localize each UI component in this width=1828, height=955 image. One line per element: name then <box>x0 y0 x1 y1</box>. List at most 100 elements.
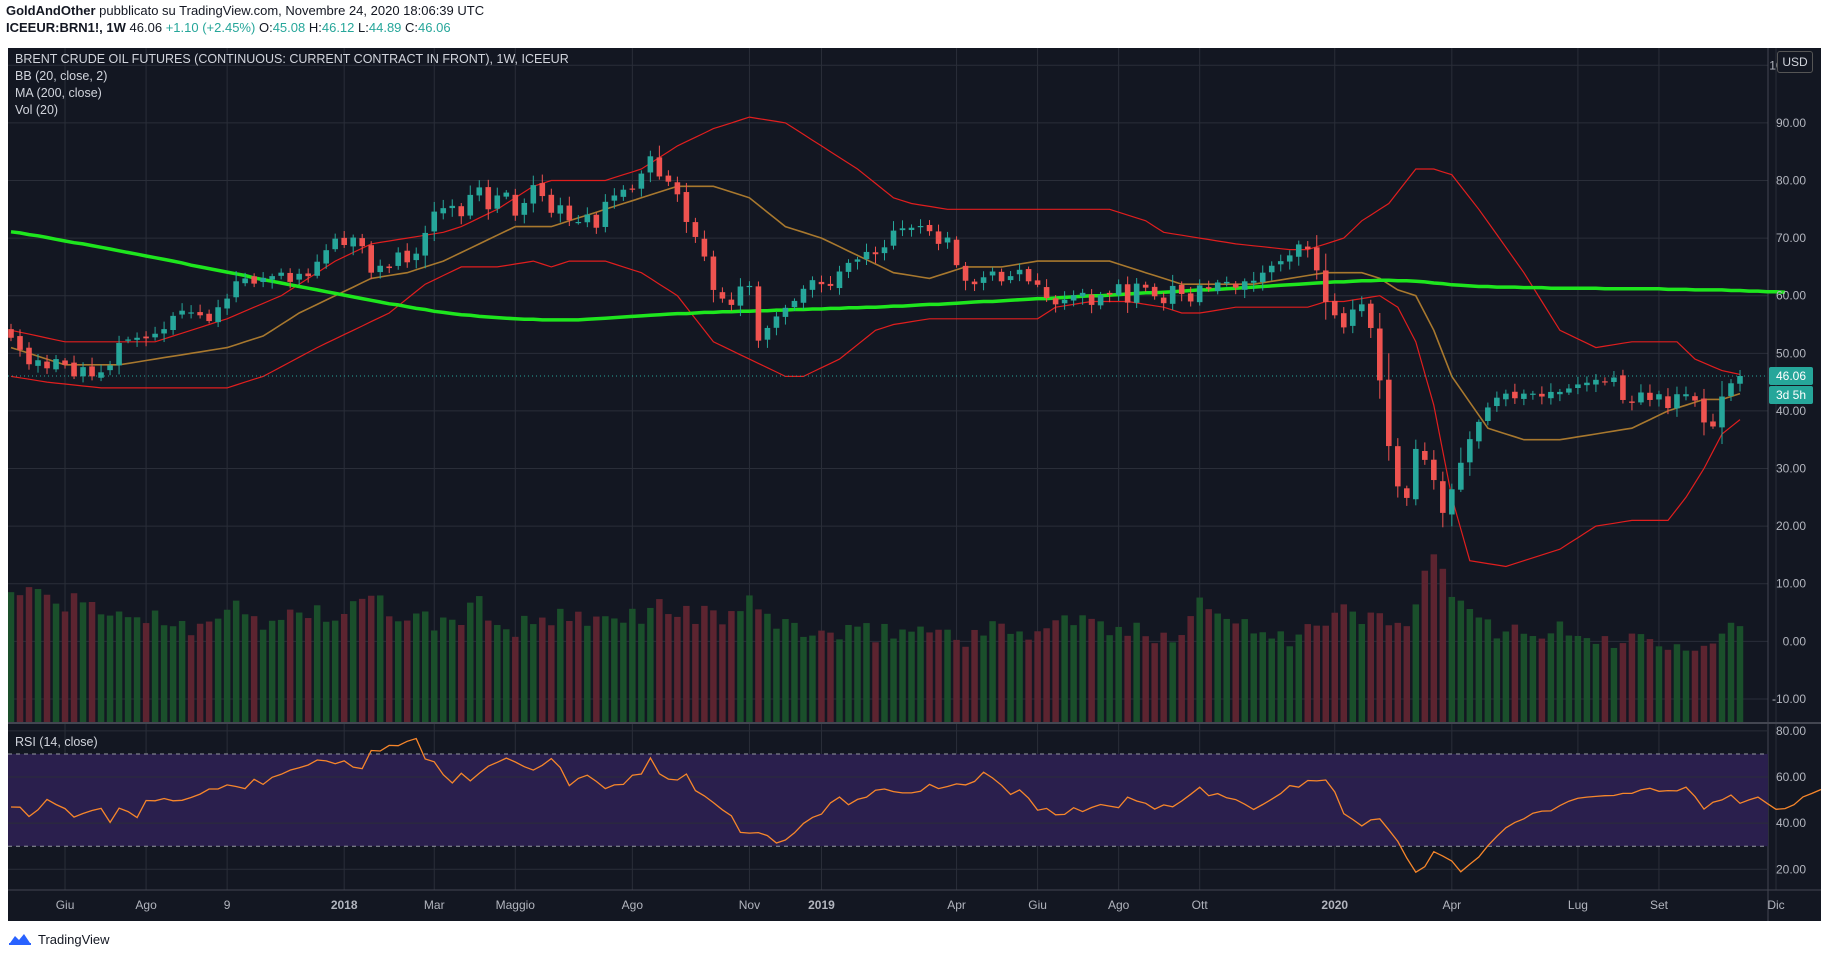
candle-body[interactable] <box>1187 293 1194 302</box>
candle-body[interactable] <box>1250 280 1257 283</box>
candle-body[interactable] <box>368 245 374 273</box>
candle-body[interactable] <box>1386 379 1392 447</box>
candle-body[interactable] <box>710 256 717 290</box>
candle-body[interactable] <box>1349 309 1356 326</box>
candle-body[interactable] <box>260 277 266 283</box>
candle-body[interactable] <box>314 261 320 276</box>
candle-body[interactable] <box>404 250 411 263</box>
candle-body[interactable] <box>782 307 789 317</box>
candle-body[interactable] <box>197 312 203 316</box>
candle-body[interactable] <box>1647 392 1653 400</box>
candle-body[interactable] <box>278 272 284 276</box>
candle-body[interactable] <box>1331 300 1338 316</box>
candle-body[interactable] <box>1512 391 1518 399</box>
candle-body[interactable] <box>845 262 852 272</box>
candle-body[interactable] <box>1196 285 1203 303</box>
candle-body[interactable] <box>1061 299 1068 304</box>
candle-body[interactable] <box>1151 286 1158 297</box>
candle-body[interactable] <box>1079 292 1086 297</box>
candle-body[interactable] <box>701 238 708 257</box>
candle-body[interactable] <box>1584 382 1590 386</box>
candle-body[interactable] <box>287 272 293 282</box>
candle-body[interactable] <box>224 298 230 309</box>
candle-body[interactable] <box>179 310 185 315</box>
candle-body[interactable] <box>620 189 627 197</box>
candle-body[interactable] <box>1322 270 1329 303</box>
candle-body[interactable] <box>1737 376 1743 384</box>
candle-body[interactable] <box>152 333 158 338</box>
candle-body[interactable] <box>215 307 221 323</box>
candle-body[interactable] <box>1169 285 1176 304</box>
candle-body[interactable] <box>1638 392 1644 403</box>
candle-body[interactable] <box>944 237 951 243</box>
candle-body[interactable] <box>125 339 131 341</box>
currency-button[interactable]: USD <box>1777 51 1813 73</box>
candle-body[interactable] <box>503 192 510 197</box>
candle-body[interactable] <box>539 183 546 197</box>
candle-body[interactable] <box>854 259 861 262</box>
candle-body[interactable] <box>1629 401 1635 403</box>
candle-body[interactable] <box>296 273 302 280</box>
candle-body[interactable] <box>656 157 663 177</box>
legend-vol[interactable]: Vol (20) <box>15 103 59 117</box>
candle-body[interactable] <box>908 227 915 231</box>
candle-body[interactable] <box>1692 396 1698 401</box>
candle-body[interactable] <box>1178 284 1185 294</box>
candle-body[interactable] <box>413 253 420 261</box>
tradingview-brand[interactable]: TradingView <box>38 931 110 947</box>
candle-body[interactable] <box>170 315 176 330</box>
candle-body[interactable] <box>719 292 726 299</box>
candle-body[interactable] <box>890 230 897 246</box>
candle-body[interactable] <box>134 337 140 340</box>
candle-body[interactable] <box>35 360 41 366</box>
candle-body[interactable] <box>962 265 969 281</box>
candle-body[interactable] <box>728 299 735 305</box>
candle-body[interactable] <box>1575 384 1581 389</box>
legend-rsi[interactable]: RSI (14, close) <box>15 735 98 749</box>
candle-body[interactable] <box>98 372 104 378</box>
candle-body[interactable] <box>1557 391 1563 395</box>
candle-body[interactable] <box>1593 379 1599 385</box>
candle-body[interactable] <box>476 187 483 196</box>
candle-body[interactable] <box>1449 489 1455 515</box>
candle-body[interactable] <box>485 187 492 210</box>
candle-body[interactable] <box>1701 398 1707 423</box>
candle-body[interactable] <box>1043 287 1050 299</box>
candle-body[interactable] <box>791 300 798 308</box>
candle-body[interactable] <box>1088 294 1095 305</box>
candle-body[interactable] <box>359 238 365 247</box>
candle-body[interactable] <box>863 251 870 260</box>
candle-body[interactable] <box>458 206 465 217</box>
candle-body[interactable] <box>71 362 77 377</box>
candle-body[interactable] <box>1458 462 1464 490</box>
candle-body[interactable] <box>1106 292 1113 295</box>
candle-body[interactable] <box>800 288 807 303</box>
candle-body[interactable] <box>1467 439 1473 463</box>
candle-body[interactable] <box>746 285 753 288</box>
candle-body[interactable] <box>467 194 474 216</box>
candle-body[interactable] <box>917 226 924 228</box>
candle-body[interactable] <box>17 336 23 350</box>
candle-body[interactable] <box>1431 459 1437 481</box>
candle-body[interactable] <box>1205 287 1212 289</box>
candle-body[interactable] <box>1259 272 1266 283</box>
candle-body[interactable] <box>1710 421 1716 427</box>
candle-body[interactable] <box>1611 377 1617 382</box>
candle-body[interactable] <box>8 329 14 338</box>
candle-body[interactable] <box>755 286 762 341</box>
candle-body[interactable] <box>143 336 149 339</box>
candle-body[interactable] <box>1160 297 1167 304</box>
candle-body[interactable] <box>1656 394 1662 400</box>
candle-body[interactable] <box>1214 282 1221 292</box>
candle-body[interactable] <box>1665 396 1671 409</box>
candle-body[interactable] <box>1025 269 1032 282</box>
candle-body[interactable] <box>1566 388 1572 393</box>
chart-area[interactable]: 100.0090.0080.0070.0060.0050.0040.0030.0… <box>7 48 1822 921</box>
candle-body[interactable] <box>1007 276 1014 281</box>
candle-body[interactable] <box>269 276 275 280</box>
candle-body[interactable] <box>1133 283 1140 303</box>
candle-body[interactable] <box>638 173 645 189</box>
candle-body[interactable] <box>1404 488 1410 498</box>
candle-body[interactable] <box>1422 450 1428 460</box>
candle-body[interactable] <box>350 237 356 247</box>
